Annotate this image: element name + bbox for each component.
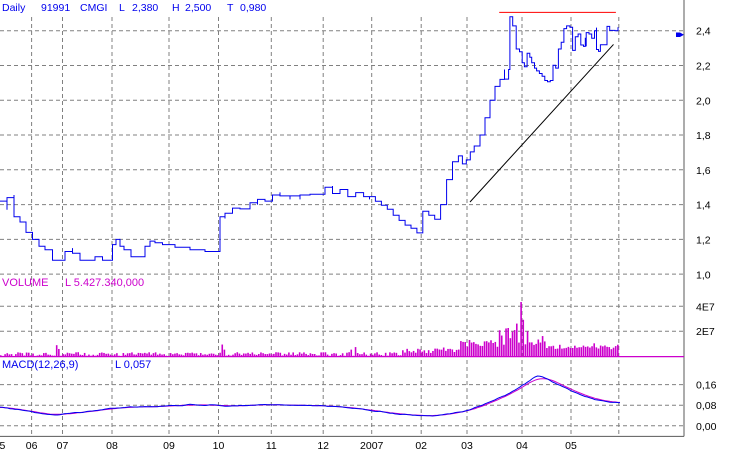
svg-text:1,2: 1,2 [696,234,711,246]
svg-text:CMGI: CMGI [80,2,107,14]
svg-text:2E7: 2E7 [696,326,715,338]
svg-text:1,8: 1,8 [696,130,711,142]
svg-text:2,0: 2,0 [696,95,711,107]
svg-text:0,08: 0,08 [696,400,717,412]
svg-text:1,6: 1,6 [696,165,711,177]
svg-text:L: L [119,2,125,14]
svg-text:2,2: 2,2 [696,61,711,73]
svg-text:10: 10 [213,440,225,452]
svg-text:VOLUME: VOLUME [2,277,48,289]
svg-text:0,980: 0,980 [240,2,266,14]
svg-text:02: 02 [415,440,427,452]
svg-text:2,380: 2,380 [132,2,158,14]
svg-text:0,00: 0,00 [696,421,717,433]
svg-text:05: 05 [565,440,577,452]
svg-text:H: H [172,2,180,14]
svg-text:11: 11 [266,440,277,452]
svg-text:MACD(12,26,9): MACD(12,26,9) [2,359,78,371]
svg-text:05: 05 [0,440,5,452]
svg-text:91991: 91991 [41,2,70,14]
svg-text:04: 04 [516,440,528,452]
svg-text:1,0: 1,0 [696,270,711,282]
svg-text:07: 07 [57,440,69,452]
svg-text:08: 08 [106,440,118,452]
svg-text:09: 09 [163,440,175,452]
svg-text:L 0,057: L 0,057 [115,359,151,371]
svg-text:L 5.427.340,000: L 5.427.340,000 [65,277,144,289]
svg-text:06: 06 [26,440,38,452]
svg-text:Daily: Daily [2,2,26,14]
svg-text:03: 03 [461,440,473,452]
svg-text:12: 12 [317,440,329,452]
svg-text:2007: 2007 [360,440,384,452]
svg-text:0,16: 0,16 [696,380,717,392]
svg-text:4E7: 4E7 [696,301,715,313]
svg-text:2,4: 2,4 [696,26,711,38]
svg-text:T: T [227,2,234,14]
svg-text:2,500: 2,500 [185,2,211,14]
svg-text:1,4: 1,4 [696,200,711,212]
